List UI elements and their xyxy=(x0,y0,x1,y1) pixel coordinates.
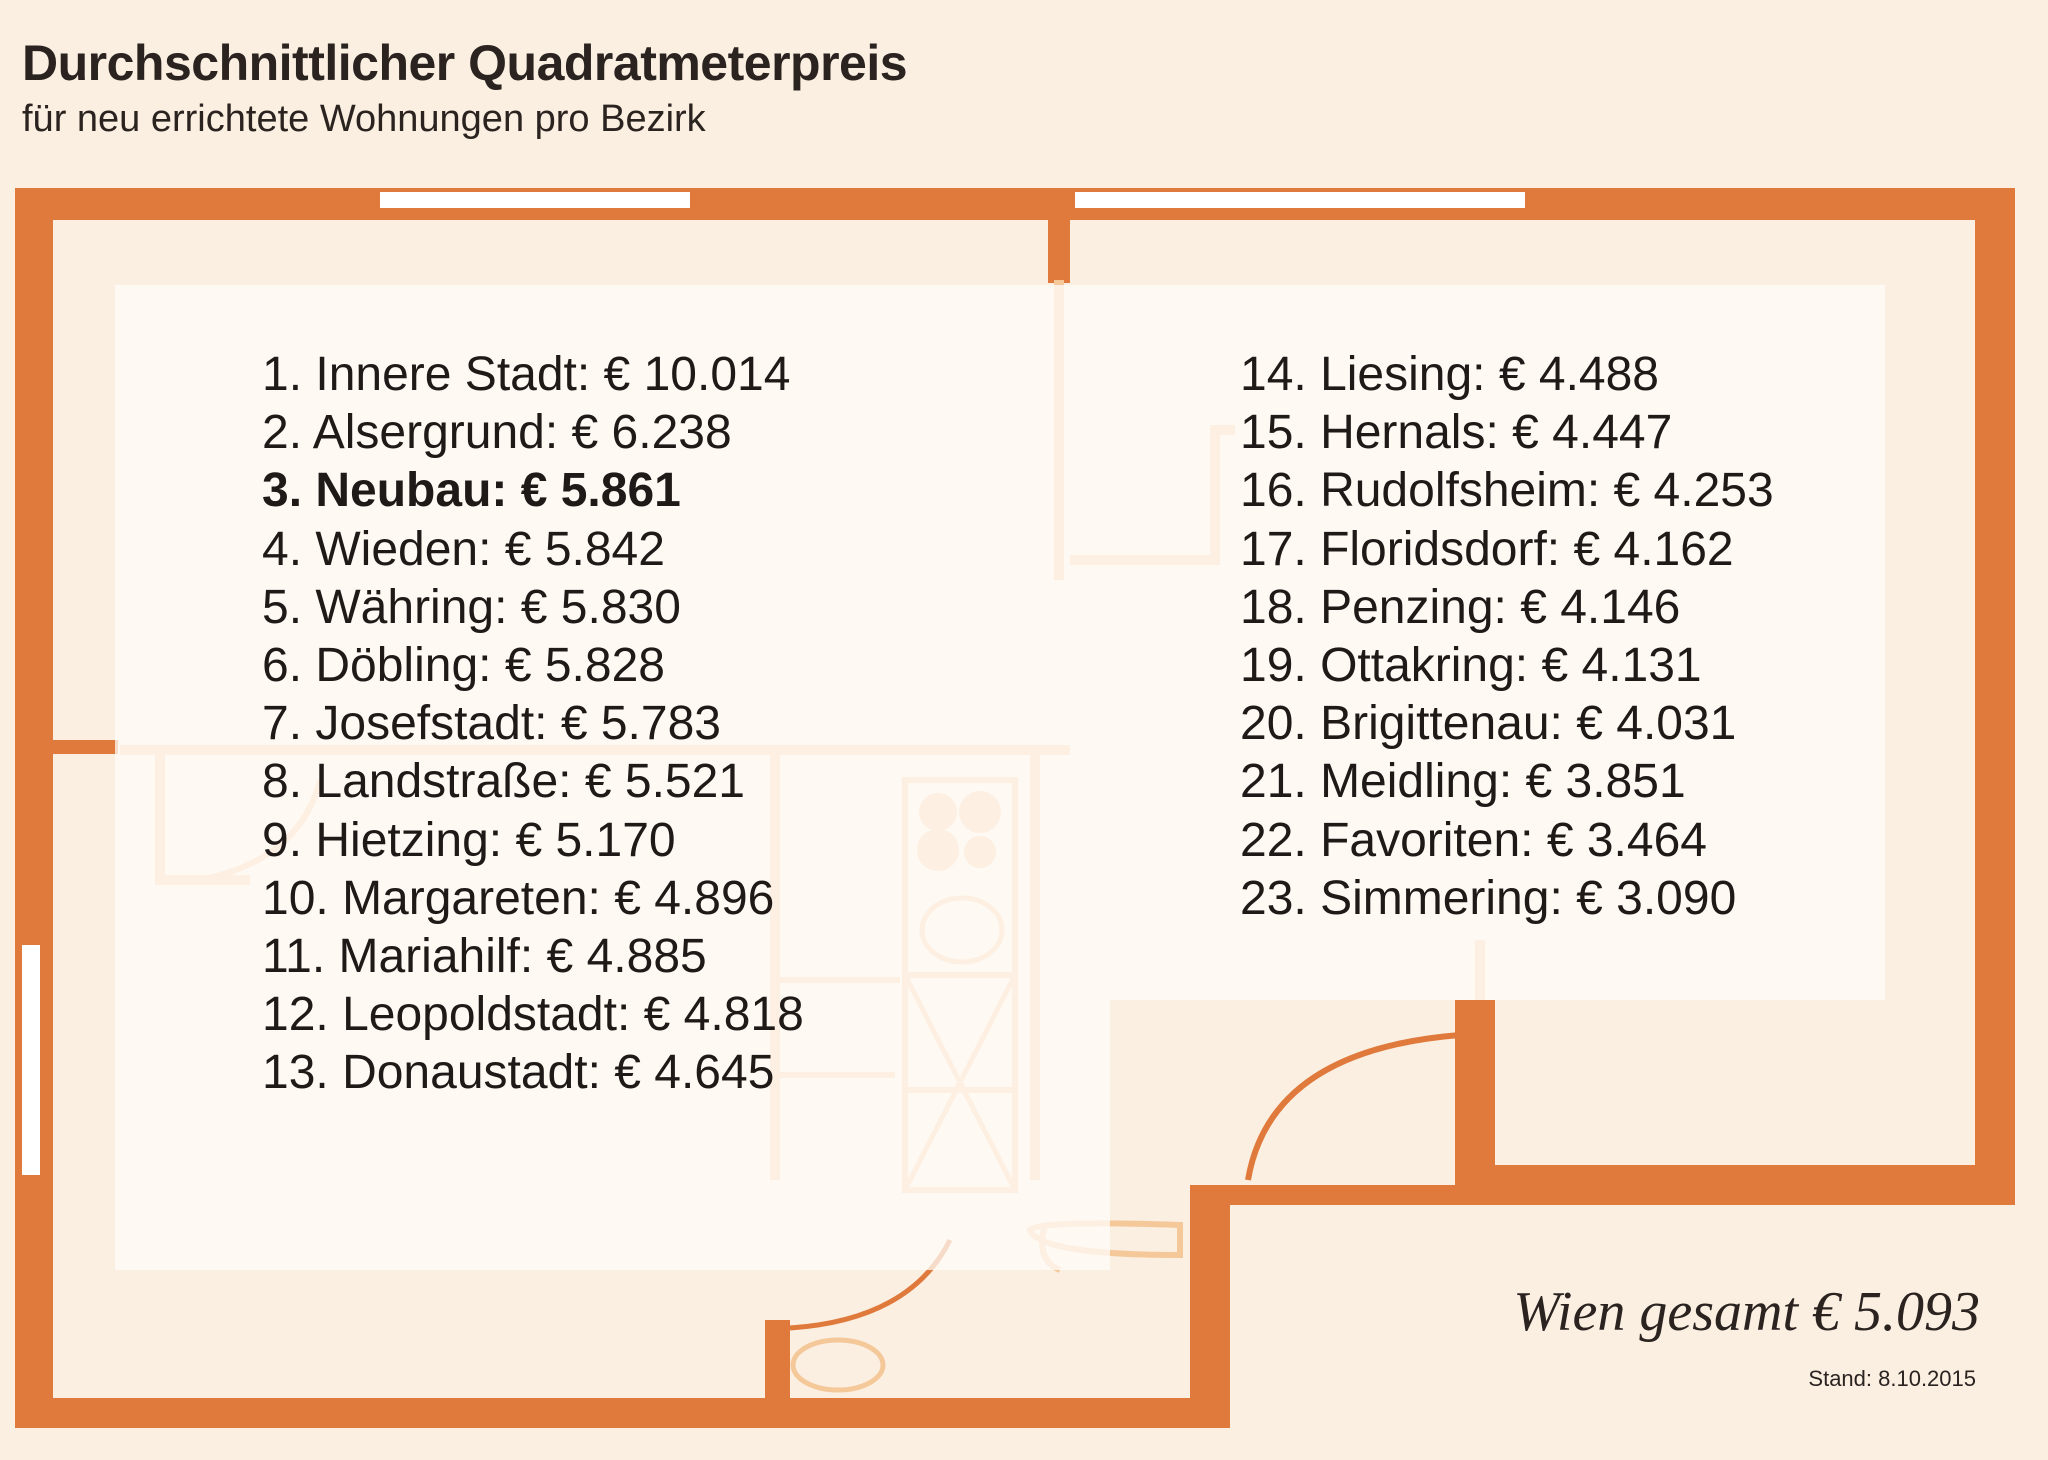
district-item: 19. Ottakring: € 4.131 xyxy=(1240,639,1702,693)
district-item: 4. Wieden: € 5.842 xyxy=(262,522,665,576)
windows xyxy=(22,192,1525,1175)
date-stamp: Stand: 8.10.2015 xyxy=(1808,1366,1976,1391)
district-item: 16. Rudolfsheim: € 4.253 xyxy=(1240,464,1774,518)
district-item: 9. Hietzing: € 5.170 xyxy=(262,813,676,867)
district-item: 22. Favoriten: € 3.464 xyxy=(1240,813,1707,867)
district-item: 5. Währing: € 5.830 xyxy=(262,580,681,634)
district-item: 10. Margareten: € 4.896 xyxy=(262,871,775,925)
district-item: 21. Meidling: € 3.851 xyxy=(1240,755,1686,809)
list-panel-left xyxy=(115,285,1110,1270)
district-item: 23. Simmering: € 3.090 xyxy=(1240,871,1737,925)
district-list-right: 14. Liesing: € 4.488 15. Hernals: € 4.447… xyxy=(1240,346,1774,928)
district-list-left: 1. Innere Stadt: € 10.014 2. Alsergrund: … xyxy=(262,346,804,1103)
district-item: 17. Floridsdorf: € 4.162 xyxy=(1240,522,1734,576)
outer-walls xyxy=(15,188,2015,1428)
district-item: 11. Mariahilf: € 4.885 xyxy=(262,930,707,984)
page-subtitle: für neu errichtete Wohnungen pro Bezirk xyxy=(22,98,706,140)
page-title: Durchschnittlicher Quadratmeterpreis xyxy=(22,35,908,91)
district-item: 13. Donaustadt: € 4.645 xyxy=(262,1046,775,1100)
district-item: 7. Josefstadt: € 5.783 xyxy=(262,697,721,751)
district-item: 3. Neubau: € 5.861 xyxy=(262,464,681,518)
district-item: 2. Alsergrund: € 6.238 xyxy=(262,406,732,460)
district-item: 18. Penzing: € 4.146 xyxy=(1240,580,1681,634)
district-item: 20. Brigittenau: € 4.031 xyxy=(1240,697,1737,751)
district-item: 12. Leopoldstadt: € 4.818 xyxy=(262,988,804,1042)
door-arc xyxy=(1245,1032,1461,1181)
district-item: 6. Döbling: € 5.828 xyxy=(262,639,665,693)
district-item: 8. Landstraße: € 5.521 xyxy=(262,755,745,809)
district-item: 1. Innere Stadt: € 10.014 xyxy=(262,348,791,401)
district-item: 15. Hernals: € 4.447 xyxy=(1240,406,1673,460)
list-panel-right xyxy=(1110,285,1885,1000)
vienna-total: Wien gesamt € 5.093 xyxy=(1513,1281,1980,1343)
district-item: 14. Liesing: € 4.488 xyxy=(1240,348,1659,401)
